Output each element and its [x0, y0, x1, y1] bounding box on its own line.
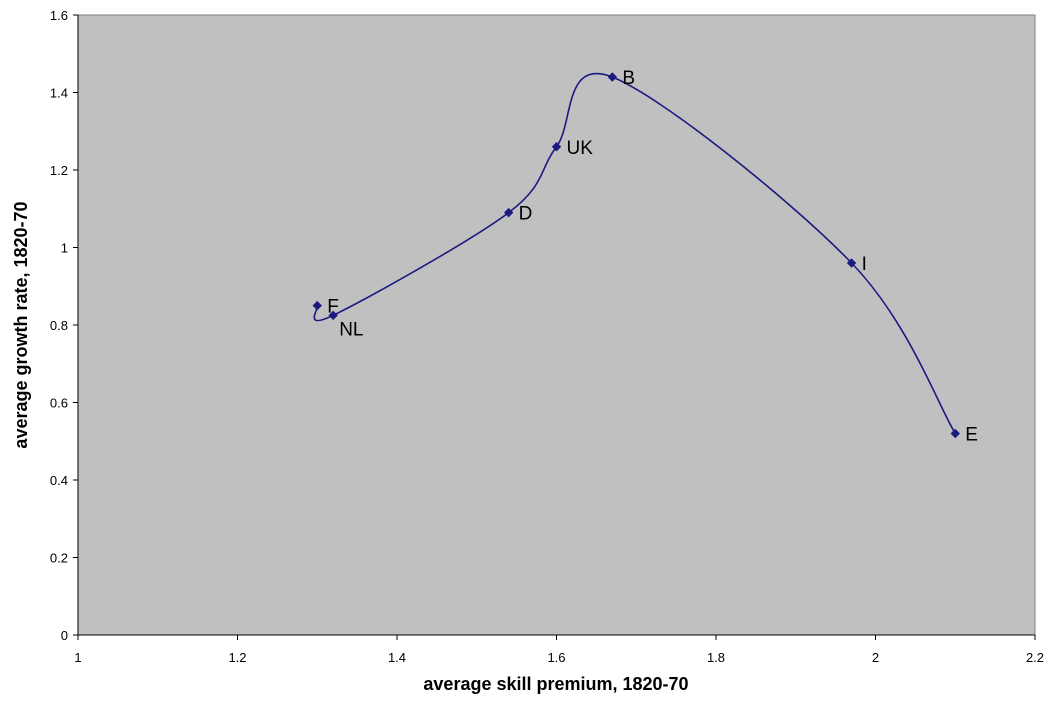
point-label-e: E	[965, 425, 978, 446]
point-label-d: D	[519, 204, 533, 225]
x-axis-title: average skill premium, 1820-70	[423, 674, 688, 694]
point-label-i: I	[862, 254, 867, 275]
x-tick-label: 1	[74, 650, 81, 665]
y-tick-label: 1.6	[50, 8, 68, 23]
y-tick-label: 1.4	[50, 86, 68, 101]
data-point-uk	[551, 142, 562, 152]
x-tick-label: 2.2	[1026, 650, 1044, 665]
y-axis-title: average growth rate, 1820-70	[11, 201, 31, 448]
x-tick-label: 1.8	[707, 650, 725, 665]
y-tick-label: 0	[61, 628, 68, 643]
data-point-d	[503, 207, 514, 218]
x-tick-label: 1.2	[228, 650, 246, 665]
series-line	[313, 72, 956, 434]
markers	[312, 72, 960, 439]
data-point-nl	[328, 310, 338, 321]
y-tick-label: 0.4	[50, 473, 68, 488]
point-label-nl: NL	[339, 319, 363, 340]
data-point-i	[846, 258, 857, 268]
data-point-f	[312, 300, 322, 311]
data-point-e	[950, 428, 960, 439]
point-label-uk: UK	[567, 138, 594, 159]
point-labels: FNL D UK B I E	[327, 68, 978, 446]
point-label-f: F	[327, 297, 339, 318]
y-tick-label: 0.2	[50, 551, 68, 566]
y-tick-label: 0.6	[50, 396, 68, 411]
x-tick-label: 2	[872, 650, 879, 665]
x-ticks: 1 1.2 1.4 1.6 1.8 2 2.2	[74, 635, 1044, 665]
y-tick-label: 1	[61, 241, 68, 256]
point-label-b: B	[622, 68, 635, 89]
y-tick-label: 0.8	[50, 318, 68, 333]
plot-area	[77, 14, 1036, 636]
data-point-b	[607, 72, 618, 82]
y-tick-label: 1.2	[50, 163, 68, 178]
x-tick-label: 1.6	[547, 650, 565, 665]
y-ticks: 0 0.2 0.4 0.6 0.8 1 1.2 1.4 1.6	[50, 8, 78, 643]
x-tick-label: 1.4	[388, 650, 406, 665]
